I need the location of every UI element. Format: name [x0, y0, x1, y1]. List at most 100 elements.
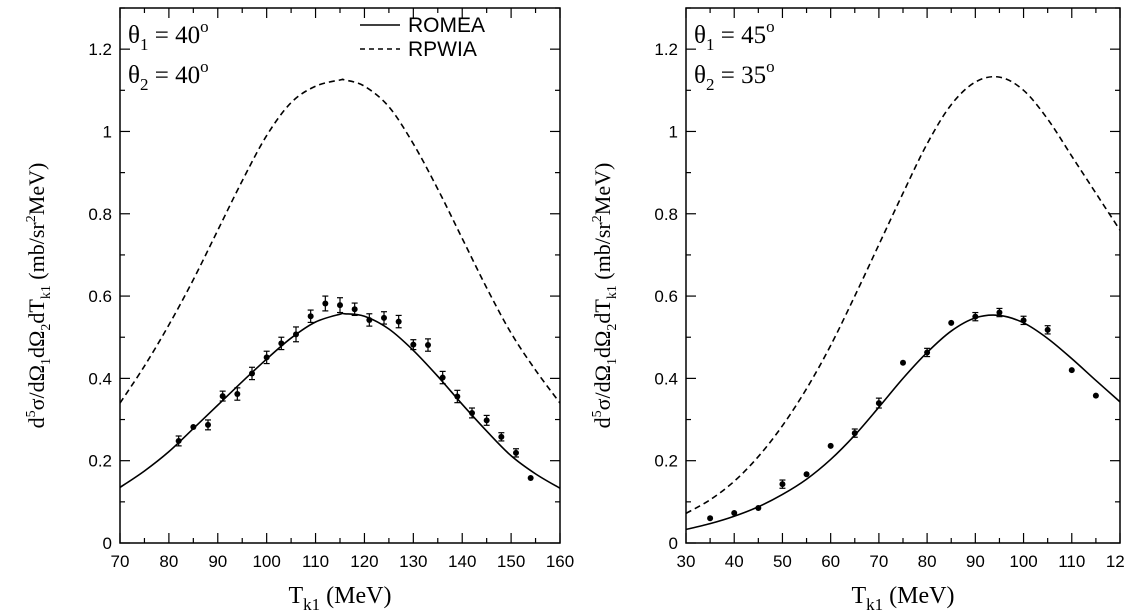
x-axis-title-rest: (MeV) — [320, 583, 391, 609]
y-tick-label: 0.2 — [654, 452, 678, 471]
data-point — [454, 393, 461, 400]
data-point — [366, 316, 373, 323]
data-point — [322, 300, 329, 307]
annotation-sup: o — [766, 17, 775, 36]
x-tick-label: 120 — [350, 552, 378, 571]
annotation-symbol: θ — [128, 22, 140, 49]
y-title-part: 2 — [24, 215, 39, 222]
plot-area — [686, 75, 1120, 531]
y-tick-label: 0.4 — [88, 369, 112, 388]
y-axis-title: d5σ/dΩ1dΩ2dTk1 (mb/sr2MeV) — [24, 163, 54, 429]
y-title-part: MeV) — [24, 163, 49, 216]
x-tick-label: 100 — [252, 552, 280, 571]
rpwia-curve — [686, 75, 1120, 515]
data-point — [755, 505, 762, 512]
annotation-sub: 2 — [140, 75, 149, 94]
x-tick-label: 110 — [1058, 552, 1085, 571]
angle-annotation: θ2 = 35o — [694, 57, 775, 94]
y-tick-label: 0.6 — [654, 287, 678, 306]
y-title-part: (mb/sr — [24, 222, 49, 286]
data-point — [707, 515, 714, 522]
data-point — [948, 319, 955, 326]
x-tick-label: 80 — [918, 552, 937, 571]
y-title-part: 5 — [24, 410, 39, 417]
y-tick-label: 0 — [103, 534, 112, 553]
x-tick-label: 60 — [821, 552, 840, 571]
y-title-part: dΩ — [590, 331, 615, 358]
romea-curve — [686, 314, 1120, 531]
x-tick-label: 70 — [111, 552, 130, 571]
x-axis-title-main: T — [852, 583, 867, 609]
x-tick-label: 130 — [399, 552, 427, 571]
data-point — [513, 449, 519, 456]
x-axis-title-sub: k1 — [303, 595, 320, 614]
x-axis-title-main: T — [289, 583, 304, 609]
data-point — [469, 409, 475, 416]
y-tick-label: 0.8 — [88, 205, 112, 224]
data-point — [395, 318, 402, 325]
legend-label: ROMEA — [408, 14, 485, 37]
annotation-value: = 40 — [148, 62, 200, 89]
annotation-sub: 1 — [706, 35, 715, 54]
rpwia-curve — [120, 78, 560, 404]
data-point — [439, 374, 446, 381]
y-tick-label: 0 — [669, 534, 678, 553]
angle-annotation: θ2 = 40o — [128, 57, 209, 94]
data-point — [410, 341, 417, 348]
y-title-part: σ/dΩ — [590, 365, 615, 410]
annotation-sub: 1 — [140, 35, 149, 54]
x-tick-label: 30 — [677, 552, 696, 571]
x-tick-label: 70 — [869, 552, 888, 571]
data-point — [851, 430, 858, 437]
x-tick-label: 120 — [1106, 552, 1125, 571]
data-point — [1020, 317, 1027, 324]
data-point — [924, 349, 931, 356]
x-tick-label: 110 — [302, 552, 329, 571]
y-tick-label: 0.4 — [654, 369, 678, 388]
data-point — [337, 302, 343, 309]
data-point — [803, 471, 810, 478]
data-point — [498, 433, 505, 440]
annotation-sub: 2 — [706, 75, 715, 94]
left-panel: 70 80 90 100 110 120 130 140 150 160 0 0.2 0.4 0.6 0.8… — [24, 7, 574, 614]
y-title-part: 2 — [590, 215, 605, 222]
data-point — [1092, 392, 1099, 399]
y-tick-label: 1.2 — [654, 40, 678, 59]
y-title-part: k1 — [605, 285, 620, 299]
data-point — [234, 391, 241, 398]
annotation-value: = 45 — [714, 22, 766, 49]
y-title-part: MeV) — [590, 163, 615, 216]
annotation-symbol: θ — [128, 62, 140, 89]
data-point — [219, 393, 226, 400]
x-tick-label: 40 — [725, 552, 744, 571]
x-axis-title: Tk1 (MeV) — [852, 583, 955, 614]
y-tick-label: 0.8 — [654, 205, 678, 224]
y-tick-label: 1 — [669, 122, 678, 141]
data-point — [875, 400, 882, 407]
data-point — [731, 509, 738, 516]
data-point — [827, 442, 834, 449]
data-point — [205, 421, 211, 428]
annotation-sup: o — [200, 17, 209, 36]
x-tick-label: 140 — [448, 552, 476, 571]
y-tick-label: 1 — [103, 122, 112, 141]
data-point — [278, 340, 285, 347]
y-title-part: d — [24, 417, 49, 428]
data-point — [972, 313, 979, 320]
plot-area — [120, 78, 560, 489]
data-point — [307, 313, 314, 320]
data-point — [190, 423, 197, 430]
y-tick-label: 0.6 — [88, 287, 112, 306]
y-title-part: 2 — [39, 324, 54, 331]
data-point — [263, 354, 270, 361]
data-point — [175, 437, 182, 444]
data-point — [1044, 326, 1051, 333]
y-axis-title: d5σ/dΩ1dΩ2dTk1 (mb/sr2MeV) — [590, 163, 620, 429]
y-tick-label: 1.2 — [88, 40, 112, 59]
right-panel: 30 40 50 60 70 80 90 100 110 120 0 0.2 0.4 0.6 0.8 1 1.2… — [590, 7, 1125, 614]
y-title-part: d — [590, 417, 615, 428]
annotation-symbol: θ — [694, 62, 706, 89]
y-title-part: dT — [24, 299, 49, 324]
y-title-part: k1 — [39, 285, 54, 299]
data-point — [381, 314, 387, 321]
